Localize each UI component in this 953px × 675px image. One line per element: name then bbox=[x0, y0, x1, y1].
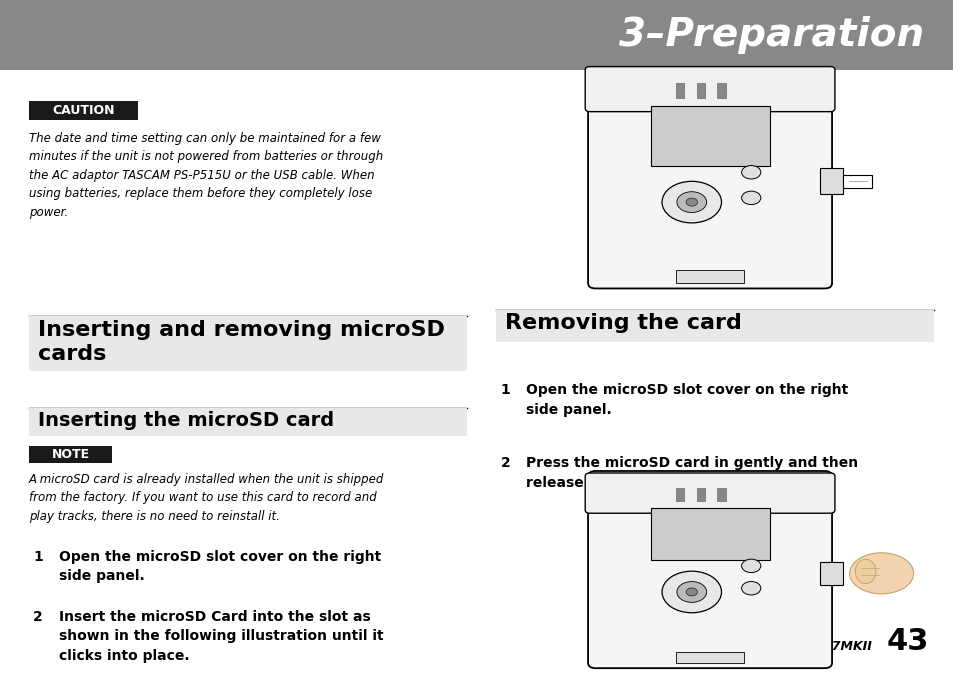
Circle shape bbox=[677, 192, 706, 213]
Text: 1: 1 bbox=[33, 549, 43, 564]
Circle shape bbox=[740, 191, 760, 205]
Bar bbox=[717, 83, 725, 98]
Bar bbox=[29, 446, 112, 463]
Bar bbox=[675, 270, 743, 283]
FancyBboxPatch shape bbox=[587, 471, 831, 668]
Bar bbox=[717, 487, 725, 501]
Bar bbox=[650, 508, 769, 560]
Bar bbox=[819, 562, 841, 585]
Text: 43: 43 bbox=[886, 627, 928, 656]
Bar bbox=[675, 651, 743, 663]
Text: Inserting and removing microSD
cards: Inserting and removing microSD cards bbox=[38, 320, 444, 364]
Ellipse shape bbox=[849, 553, 913, 594]
Text: Removing the card: Removing the card bbox=[505, 313, 741, 333]
Bar bbox=[496, 310, 933, 342]
Text: 1: 1 bbox=[500, 383, 510, 397]
Circle shape bbox=[661, 571, 720, 613]
Text: A microSD card is already installed when the unit is shipped
from the factory. I: A microSD card is already installed when… bbox=[29, 473, 383, 523]
Text: The date and time setting can only be maintained for a few
minutes if the unit i: The date and time setting can only be ma… bbox=[29, 132, 382, 219]
Bar bbox=[696, 83, 704, 98]
Circle shape bbox=[740, 165, 760, 179]
Circle shape bbox=[740, 559, 760, 572]
Text: 2: 2 bbox=[33, 610, 43, 624]
Circle shape bbox=[685, 588, 697, 596]
Bar bbox=[650, 106, 769, 166]
Circle shape bbox=[677, 582, 706, 602]
Bar bbox=[0, 0, 952, 70]
Bar bbox=[696, 487, 704, 501]
Text: NOTE: NOTE bbox=[51, 448, 90, 461]
Circle shape bbox=[661, 182, 720, 223]
Bar bbox=[29, 317, 467, 371]
Bar bbox=[841, 176, 872, 188]
Bar bbox=[819, 168, 841, 194]
Bar bbox=[676, 487, 683, 501]
FancyBboxPatch shape bbox=[584, 67, 834, 111]
Bar bbox=[29, 408, 467, 435]
FancyBboxPatch shape bbox=[587, 65, 831, 288]
FancyBboxPatch shape bbox=[584, 473, 834, 513]
Bar bbox=[676, 83, 683, 98]
Ellipse shape bbox=[855, 560, 875, 584]
Circle shape bbox=[740, 582, 760, 595]
Text: 2: 2 bbox=[500, 456, 510, 470]
Text: TASCAM DR-07MKII: TASCAM DR-07MKII bbox=[736, 640, 871, 653]
Text: Open the microSD slot cover on the right
side panel.: Open the microSD slot cover on the right… bbox=[525, 383, 847, 416]
Text: CAUTION: CAUTION bbox=[52, 104, 114, 117]
Text: Press the microSD card in gently and then
release it to allow it to come out.: Press the microSD card in gently and the… bbox=[525, 456, 858, 490]
Text: Insert the microSD Card into the slot as
shown in the following illustration unt: Insert the microSD Card into the slot as… bbox=[59, 610, 383, 663]
Circle shape bbox=[685, 198, 697, 206]
Bar bbox=[29, 101, 138, 120]
Text: 3–Preparation: 3–Preparation bbox=[618, 16, 923, 54]
Text: Inserting the microSD card: Inserting the microSD card bbox=[38, 411, 334, 430]
Text: Open the microSD slot cover on the right
side panel.: Open the microSD slot cover on the right… bbox=[59, 549, 381, 583]
